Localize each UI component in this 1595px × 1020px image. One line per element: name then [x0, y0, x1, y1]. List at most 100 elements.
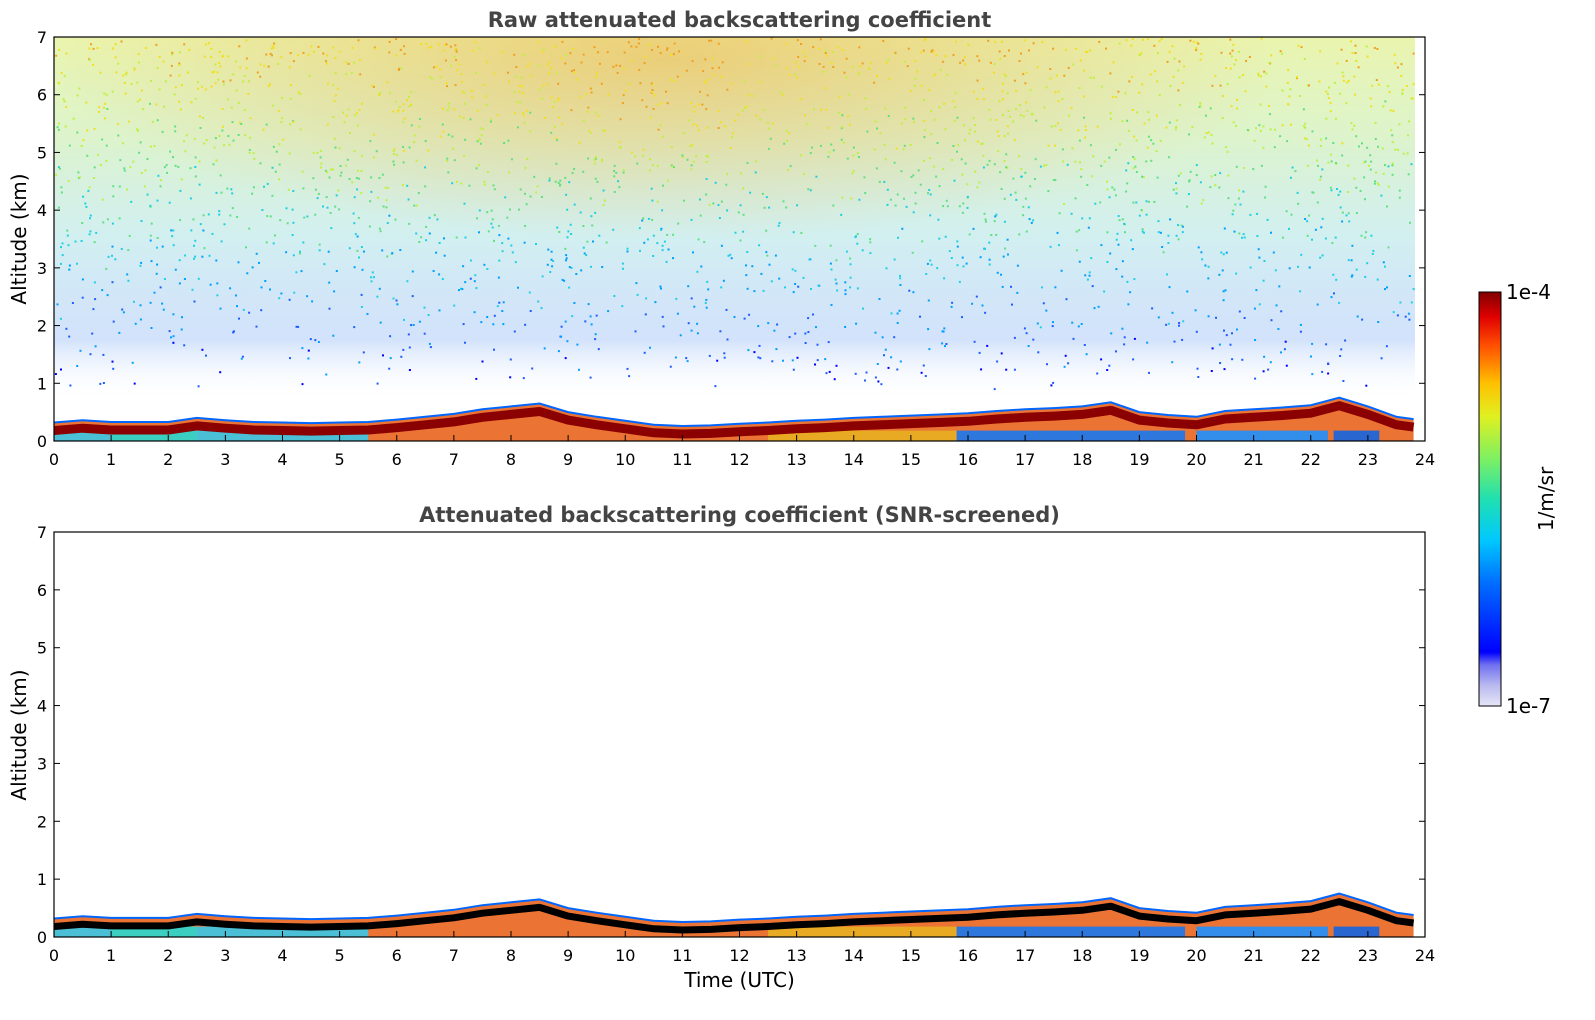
noise-point: [1318, 80, 1321, 83]
noise-point: [1406, 152, 1409, 155]
noise-point: [288, 66, 291, 69]
noise-point: [420, 236, 423, 239]
noise-point: [1052, 381, 1055, 384]
noise-point: [1374, 180, 1377, 183]
noise-point: [501, 250, 504, 253]
noise-point: [259, 75, 262, 78]
noise-point: [493, 188, 496, 191]
noise-point: [561, 278, 564, 281]
noise-point: [483, 183, 486, 186]
noise-point: [260, 286, 263, 289]
noise-point: [134, 322, 137, 325]
noise-point: [215, 259, 218, 262]
noise-point: [1141, 230, 1144, 233]
noise-point: [1398, 196, 1401, 199]
noise-point: [198, 183, 201, 186]
noise-point: [486, 316, 489, 318]
noise-point: [961, 173, 964, 176]
noise-point: [150, 222, 153, 225]
noise-point: [637, 42, 640, 45]
noise-point: [1166, 60, 1169, 63]
noise-point: [333, 99, 336, 102]
noise-point: [835, 282, 838, 285]
noise-point: [351, 72, 353, 74]
noise-point: [1089, 144, 1092, 147]
noise-point: [884, 158, 887, 161]
noise-point: [1043, 164, 1045, 167]
noise-point: [663, 240, 666, 243]
noise-point: [1275, 304, 1278, 307]
noise-point: [914, 77, 917, 80]
noise-point: [1266, 218, 1269, 221]
noise-point: [1178, 60, 1181, 63]
noise-point: [259, 63, 262, 66]
noise-point: [802, 50, 805, 53]
noise-point: [1159, 140, 1162, 142]
noise-point: [777, 224, 780, 227]
noise-point: [478, 209, 481, 212]
noise-point: [1347, 191, 1350, 193]
noise-point: [1269, 113, 1271, 116]
noise-point: [1396, 314, 1399, 317]
noise-point: [371, 271, 374, 274]
noise-point: [874, 331, 877, 334]
noise-point: [586, 240, 589, 243]
noise-point: [1278, 285, 1281, 288]
noise-point: [410, 91, 413, 94]
noise-point: [518, 90, 521, 93]
noise-point: [1262, 279, 1265, 282]
noise-point: [507, 139, 510, 142]
noise-point: [232, 73, 235, 76]
noise-point: [1375, 79, 1378, 81]
noise-point: [415, 232, 418, 235]
noise-point: [912, 291, 915, 294]
panel-raw-x-tick-label: 23: [1358, 450, 1378, 469]
noise-point: [1321, 217, 1324, 220]
noise-point: [888, 77, 891, 80]
noise-point: [864, 192, 867, 195]
noise-point: [690, 218, 693, 221]
noise-point: [1140, 209, 1143, 211]
noise-point: [1042, 302, 1045, 305]
noise-point: [1399, 301, 1402, 304]
noise-point: [673, 166, 675, 169]
noise-point: [475, 287, 478, 290]
noise-point: [223, 144, 226, 147]
noise-point: [988, 263, 991, 266]
noise-point: [1086, 184, 1089, 186]
noise-point: [1131, 38, 1134, 41]
noise-point: [281, 117, 284, 120]
noise-point: [1311, 130, 1314, 133]
noise-point: [415, 204, 418, 207]
noise-point: [943, 102, 946, 105]
noise-point: [927, 299, 930, 302]
noise-point: [209, 283, 212, 286]
noise-point: [397, 69, 400, 71]
noise-point: [720, 286, 723, 289]
noise-point: [974, 130, 977, 133]
noise-point: [855, 235, 857, 238]
noise-point: [1370, 105, 1373, 108]
noise-point: [626, 250, 629, 253]
noise-point: [1231, 332, 1233, 335]
panel-snr-x-tick-label: 7: [449, 946, 459, 965]
noise-point: [920, 371, 923, 374]
noise-point: [832, 204, 835, 207]
noise-point: [961, 256, 964, 259]
noise-point: [775, 348, 778, 351]
noise-point: [376, 382, 379, 385]
noise-point: [81, 296, 84, 299]
noise-point: [462, 116, 465, 119]
noise-point: [244, 134, 247, 137]
noise-point: [785, 42, 788, 45]
noise-point: [136, 100, 139, 103]
noise-point: [1222, 299, 1225, 302]
noise-point: [1363, 161, 1365, 164]
noise-point: [335, 270, 338, 272]
noise-point: [1115, 148, 1117, 151]
noise-point: [1225, 67, 1227, 69]
noise-point: [197, 277, 200, 280]
noise-point: [582, 170, 585, 173]
noise-point: [1326, 93, 1329, 95]
noise-point: [1270, 54, 1273, 57]
